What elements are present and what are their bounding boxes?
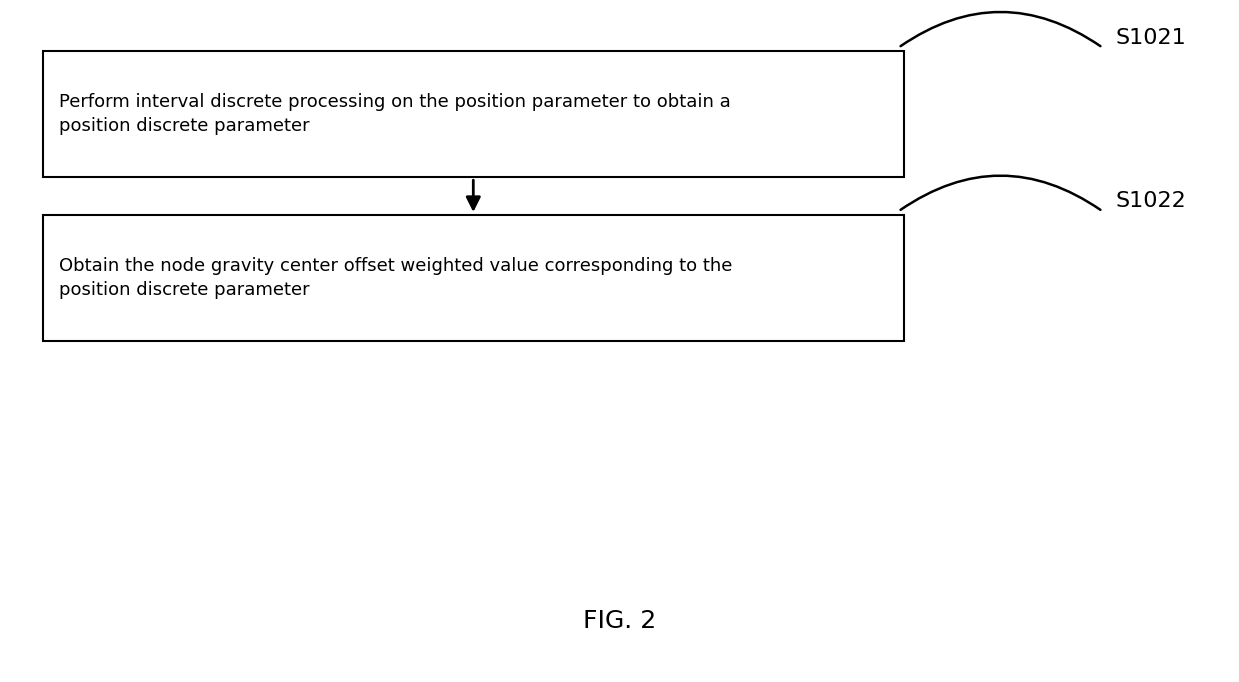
Text: S1022: S1022 xyxy=(1115,191,1186,211)
FancyBboxPatch shape xyxy=(43,51,904,177)
Text: Obtain the node gravity center offset weighted value corresponding to the
positi: Obtain the node gravity center offset we… xyxy=(59,257,732,299)
Text: S1021: S1021 xyxy=(1115,27,1186,48)
Text: Perform interval discrete processing on the position parameter to obtain a
posit: Perform interval discrete processing on … xyxy=(59,93,731,135)
Text: FIG. 2: FIG. 2 xyxy=(582,608,657,633)
FancyBboxPatch shape xyxy=(43,215,904,341)
